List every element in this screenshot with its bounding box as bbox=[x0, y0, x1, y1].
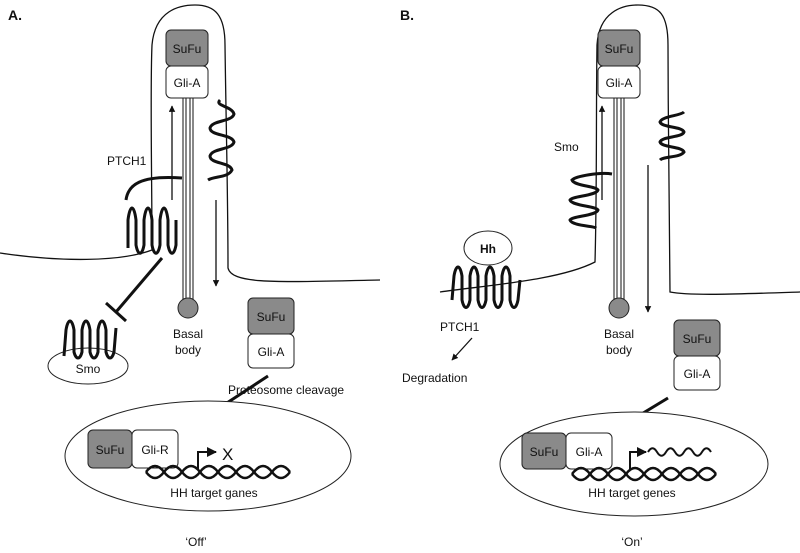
panel-a-smo-receptor-icon bbox=[62, 319, 118, 360]
panel-a-dna-icon bbox=[145, 464, 291, 480]
panel-a-cilium-sufu-label: SuFu bbox=[173, 42, 202, 56]
panel-a: A. Basal body SuFu Gli-A PTCH1 bbox=[0, 4, 381, 549]
panel-a-inhibition-bar bbox=[104, 301, 128, 323]
panel-b-cilium-gli-box bbox=[597, 65, 641, 99]
panel-b: B. Basal body SuFu Gli-A Smo Hh PTCH1 bbox=[400, 4, 800, 549]
panel-b-axoneme bbox=[613, 98, 625, 300]
panel-b-hh-label: Hh bbox=[480, 242, 496, 256]
panel-b-smo-receptor-icon bbox=[568, 172, 613, 230]
panel-a-basal-body-icon bbox=[177, 297, 199, 319]
panel-a-ptch1-label: PTCH1 bbox=[107, 154, 147, 168]
panel-a-nucleus-gli-box bbox=[131, 429, 179, 469]
panel-a-promoter-arrow bbox=[197, 447, 217, 470]
panel-b-cilium-sufu-label: SuFu bbox=[605, 42, 634, 56]
panel-b-promoter-arrow bbox=[629, 447, 647, 470]
panel-b-hh-ellipse bbox=[463, 230, 513, 266]
panel-a-ciliary-transmembrane-icon bbox=[207, 98, 236, 182]
panel-b-smo-label: Smo bbox=[554, 140, 579, 154]
panel-a-nucleus-sufu-label: SuFu bbox=[96, 443, 125, 457]
panel-b-nucleus-gli-label: Gli-A bbox=[576, 445, 603, 459]
panel-b-cyto-gli-box bbox=[673, 355, 721, 391]
panel-a-ptch1-receptor-icon bbox=[124, 175, 183, 255]
panel-a-cyto-gli-label: Gli-A bbox=[258, 345, 285, 359]
panel-b-transcript-icon bbox=[647, 447, 712, 457]
panel-b-nucleus-gli-box bbox=[565, 432, 613, 470]
panel-a-cilium-gli-box bbox=[165, 65, 209, 99]
panel-b-membrane bbox=[439, 4, 800, 295]
panel-a-basal-label-2: body bbox=[175, 343, 201, 357]
panel-b-state-label: ‘On’ bbox=[621, 535, 642, 549]
panel-b-cyto-sufu-label: SuFu bbox=[683, 332, 712, 346]
panel-b-ciliary-smo-right-icon bbox=[658, 110, 686, 162]
panel-b-basal-label-1: Basal bbox=[604, 327, 634, 341]
panel-b-degradation-arrow bbox=[451, 337, 473, 361]
panel-a-cyto-sufu-label: SuFu bbox=[257, 310, 286, 324]
panel-a-nucleus-gli-label: Gli-R bbox=[141, 443, 169, 457]
panel-b-cyto-gli-label: Gli-A bbox=[684, 367, 711, 381]
panel-b-ptch1-receptor-icon bbox=[450, 265, 522, 309]
panel-b-letter: B. bbox=[400, 7, 414, 23]
panel-b-cilium-gli-label: Gli-A bbox=[606, 76, 633, 90]
panel-a-smo-label: Smo bbox=[76, 362, 101, 376]
panel-a-cyto-gli-box bbox=[247, 333, 295, 369]
panel-a-inhibition-line bbox=[114, 257, 164, 313]
panel-a-cilium-gli-label: Gli-A bbox=[174, 76, 201, 90]
panel-b-basal-label-2: body bbox=[606, 343, 632, 357]
panel-b-nucleus-sufu-label: SuFu bbox=[530, 445, 559, 459]
panel-b-dna-icon bbox=[571, 466, 717, 482]
panel-a-genes-label: HH target ganes bbox=[170, 486, 257, 500]
panel-a-state-label: ‘Off’ bbox=[185, 535, 206, 549]
panel-a-axoneme bbox=[182, 98, 194, 300]
panel-a-basal-label-1: Basal bbox=[173, 327, 203, 341]
panel-b-degradation-label: Degradation bbox=[402, 371, 467, 385]
panel-a-block-mark: X bbox=[222, 445, 233, 464]
panel-a-cleavage-label: Proteosome cleavage bbox=[228, 383, 344, 397]
panel-b-basal-body-icon bbox=[608, 297, 630, 319]
panel-b-ptch1-label: PTCH1 bbox=[440, 320, 480, 334]
panel-a-letter: A. bbox=[8, 7, 22, 23]
panel-b-genes-label: HH target genes bbox=[588, 486, 675, 500]
